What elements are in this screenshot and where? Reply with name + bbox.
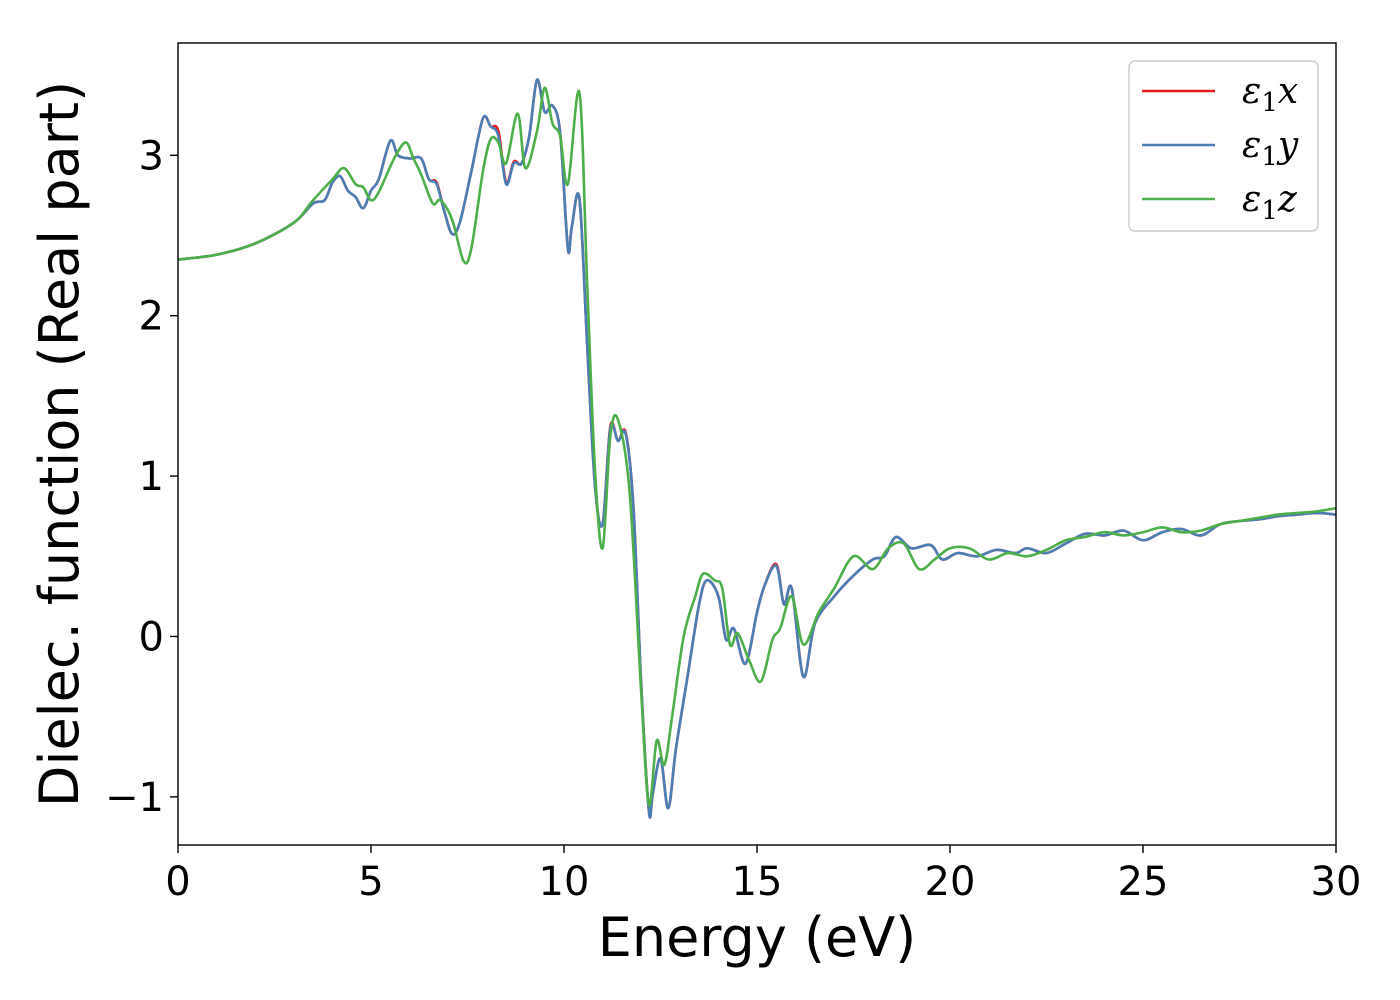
series-layer xyxy=(178,78,1336,819)
y-axis-label: Dielec. function (Real part) xyxy=(28,81,91,807)
x-tick-label: 15 xyxy=(732,859,783,905)
x-tick-label: 25 xyxy=(1118,859,1169,905)
y-axis: −1 0 1 2 3 xyxy=(105,133,178,821)
x-tick-label: 20 xyxy=(925,859,976,905)
x-axis-label: Energy (eV) xyxy=(598,906,917,969)
x-tick-label: 5 xyxy=(358,859,383,905)
x-tick-label: 30 xyxy=(1311,859,1362,905)
y-tick-label: −1 xyxy=(105,775,164,821)
x-tick-label: 10 xyxy=(539,859,590,905)
y-tick-label: 0 xyxy=(139,614,164,660)
y-tick-label: 3 xyxy=(139,133,164,179)
x-axis: 0 5 10 15 20 25 30 xyxy=(165,845,1361,905)
x-tick-label: 0 xyxy=(165,859,190,905)
y-tick-label: 2 xyxy=(139,294,164,340)
legend-box xyxy=(1128,60,1319,232)
legend-label: ε1x xyxy=(1242,71,1298,118)
legend: ε1x ε1y ε1z xyxy=(1128,60,1319,232)
series-line-z xyxy=(178,86,1336,807)
legend-item-z: ε1z xyxy=(1142,179,1298,226)
legend-item-x: ε1x xyxy=(1142,71,1298,118)
legend-label: ε1y xyxy=(1242,125,1299,172)
y-tick-label: 1 xyxy=(139,454,164,500)
legend-label: ε1z xyxy=(1242,179,1298,226)
legend-item-y: ε1y xyxy=(1142,125,1299,172)
series-line-y xyxy=(178,78,1336,819)
